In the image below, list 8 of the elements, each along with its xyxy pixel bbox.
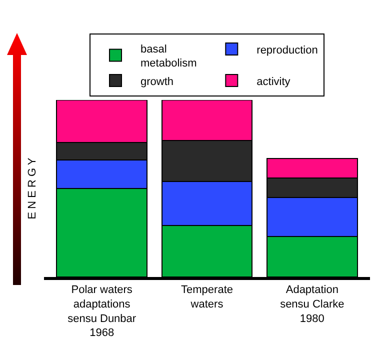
legend-label: growth — [140, 76, 174, 88]
legend-label: reproduction — [256, 44, 318, 56]
y-axis-title: E N E R G Y — [26, 157, 39, 220]
x-tick-label: Temperate waters — [181, 284, 233, 310]
legend-label: activity — [256, 76, 291, 88]
x-tick-label: Polar waters adaptations sensu Dunbar 1968 — [68, 284, 136, 340]
x-tick-label: Adaptation sensu Clarke 1980 — [280, 284, 344, 325]
legend-label: basal metabolism — [140, 43, 197, 70]
